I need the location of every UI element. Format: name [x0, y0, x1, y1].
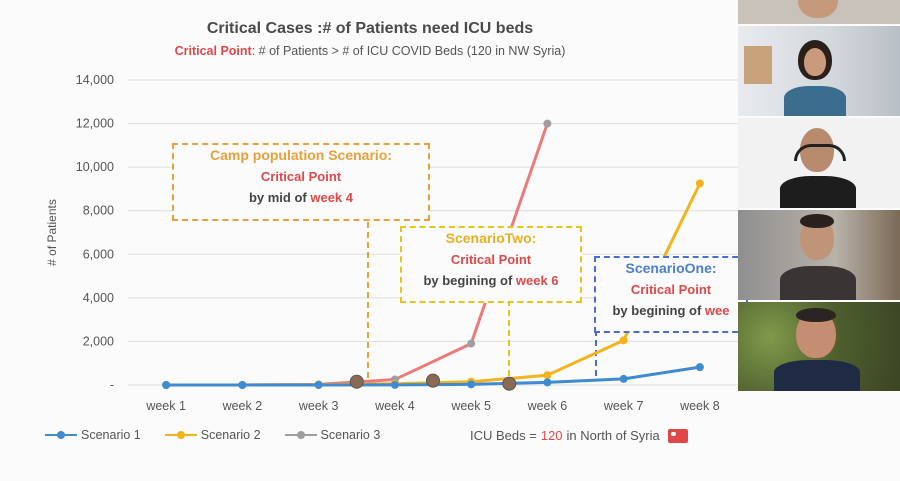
- participant-1-figure: [798, 0, 838, 18]
- annotation-camp-sub: by mid of: [248, 190, 311, 205]
- y-tick-label: 10,000: [76, 160, 114, 174]
- data-point: [543, 371, 552, 380]
- chart-subtitle: Critical Point: # of Patients > # of ICU…: [0, 44, 740, 58]
- data-point: [467, 339, 476, 348]
- headset-icon: [794, 144, 846, 161]
- chart-legend: Scenario 1 Scenario 2 Scenario 3: [45, 428, 380, 442]
- x-tick-label: week 8: [679, 399, 720, 413]
- data-point: [619, 336, 628, 345]
- y-axis-label: # of Patients: [45, 199, 59, 266]
- critical-point-marker: [349, 374, 364, 389]
- data-point: [467, 380, 476, 389]
- annotation-two-sub: by begining of: [423, 273, 516, 288]
- annotation-camp-scenario: Camp population Scenario: Critical Point…: [172, 143, 430, 221]
- chart-title: Critical Cases :# of Patients need ICU b…: [206, 20, 534, 37]
- data-point: [695, 363, 704, 372]
- legend-item-scenario-3: Scenario 3: [284, 428, 381, 442]
- axis-layer: 14,000 12,000 10,000 8,000 6,000 4,000 2,000 - w…: [45, 73, 720, 413]
- data-point: [314, 381, 323, 389]
- x-tick-label: week 7: [603, 399, 644, 413]
- legend-swatch-scenario-2: [164, 431, 197, 439]
- icu-note-suffix: in North of Syria: [566, 428, 660, 443]
- participant-video-1[interactable]: [738, 0, 900, 24]
- chart: 14,000 12,000 10,000 8,000 6,000 4,000 2,000 - w…: [45, 73, 738, 413]
- participant-video-5[interactable]: [738, 302, 900, 391]
- data-point: [619, 374, 628, 383]
- x-tick-label: week 3: [298, 399, 339, 413]
- participant-video-4[interactable]: [738, 210, 900, 300]
- y-tick-label: 4,000: [83, 291, 114, 305]
- data-point: [238, 381, 247, 389]
- shelf: [744, 46, 772, 84]
- annotation-camp-critical: Critical Point: [260, 169, 342, 184]
- y-tick-label: 2,000: [83, 334, 114, 348]
- icu-beds-note: ICU Beds = 120 in North of Syria: [470, 428, 688, 443]
- participant-video-2[interactable]: [738, 26, 900, 116]
- subtitle-highlight: Critical Point: [174, 44, 252, 58]
- annotation-one-timing: by begining of wee: [596, 300, 746, 321]
- marker-layer: [349, 373, 517, 391]
- x-tick-label: week 6: [527, 399, 568, 413]
- legend-swatch-scenario-1: [45, 431, 77, 439]
- annotation-two-week: week 6: [515, 273, 559, 288]
- legend-label-scenario-2: Scenario 2: [200, 428, 261, 442]
- data-point: [695, 179, 704, 188]
- y-tick-label: 8,000: [83, 204, 114, 218]
- annotation-two-timing: by begining of week 6: [402, 270, 580, 291]
- legend-label-scenario-1: Scenario 1: [81, 428, 141, 442]
- x-tick-label: week 5: [450, 399, 491, 413]
- x-tick-label: week 1: [145, 399, 186, 413]
- critical-point-marker: [502, 376, 517, 391]
- icu-note-prefix: ICU Beds =: [470, 428, 537, 443]
- y-tick-label: 6,000: [83, 247, 114, 261]
- annotation-camp-timing: by mid of week 4: [174, 187, 428, 208]
- annotation-one-heading: ScenarioOne:: [625, 260, 717, 276]
- subtitle-rest: : # of Patients > # of ICU COVID Beds (1…: [251, 44, 566, 58]
- participant-video-3[interactable]: [738, 118, 900, 208]
- icu-note-value: 120: [540, 428, 563, 443]
- legend-item-scenario-2: Scenario 2: [164, 428, 261, 442]
- data-point: [390, 380, 399, 389]
- critical-point-marker: [426, 373, 440, 388]
- bed-icon: [667, 428, 688, 443]
- y-tick-label: -: [110, 378, 114, 392]
- data-point: [162, 381, 171, 389]
- annotation-one-sub: by begining of: [612, 303, 705, 318]
- x-tick-label: week 2: [222, 399, 263, 413]
- legend-item-scenario-1: Scenario 1: [45, 428, 141, 442]
- annotation-one-critical: Critical Point: [630, 282, 712, 297]
- annotation-camp-week: week 4: [310, 190, 354, 205]
- data-point: [543, 378, 552, 387]
- y-tick-label: 14,000: [76, 73, 114, 87]
- x-tick-label: week 4: [374, 399, 415, 413]
- annotation-scenario-one: ScenarioOne: Critical Point by begining …: [594, 256, 748, 333]
- annotation-camp-heading: Camp population Scenario:: [209, 147, 392, 163]
- legend-label-scenario-3: Scenario 3: [320, 428, 381, 442]
- annotation-two-heading: ScenarioTwo:: [445, 230, 537, 246]
- annotation-one-week: wee: [704, 303, 730, 318]
- annotation-two-critical: Critical Point: [450, 252, 532, 267]
- y-tick-label: 12,000: [76, 117, 114, 131]
- legend-swatch-scenario-3: [284, 431, 317, 439]
- video-panel-background: [738, 393, 900, 481]
- data-point: [543, 119, 552, 128]
- annotation-scenario-two: ScenarioTwo: Critical Point by begining …: [400, 226, 582, 303]
